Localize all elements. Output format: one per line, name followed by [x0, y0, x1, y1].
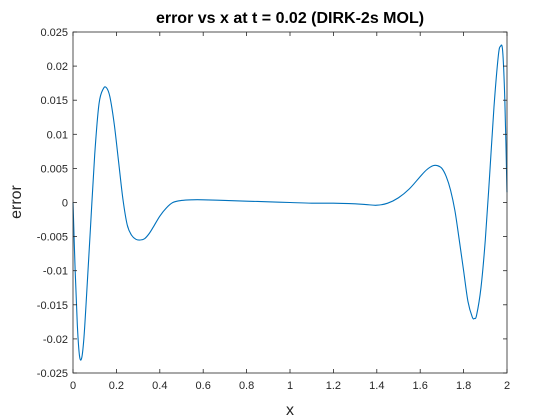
y-tick-label: 0.02 [47, 61, 68, 73]
x-tick-label: 1.2 [326, 380, 341, 392]
y-tick-label: -0.005 [37, 232, 68, 244]
x-tick-label: 1 [287, 380, 293, 392]
y-tick-label: -0.025 [37, 368, 68, 380]
x-tick-label: 1.8 [456, 380, 471, 392]
y-tick-label: 0 [62, 198, 68, 210]
y-tick-label: 0.01 [47, 129, 68, 141]
x-tick-label: 1.6 [413, 380, 428, 392]
y-tick-label: -0.015 [37, 300, 68, 312]
y-tick-label: -0.02 [43, 334, 68, 346]
y-tick-label: 0.025 [40, 27, 68, 39]
x-ticks: 0 0.2 0.4 0.6 0.8 1 1.2 1.4 1.6 1.8 2 [70, 32, 510, 392]
x-tick-label: 0 [70, 380, 76, 392]
x-tick-label: 0.8 [239, 380, 254, 392]
x-tick-label: 0.4 [152, 380, 167, 392]
x-tick-label: 2 [504, 380, 510, 392]
x-tick-label: 0.6 [196, 380, 211, 392]
x-axis-label: x [286, 402, 294, 419]
y-tick-label: 0.005 [40, 163, 68, 175]
x-tick-label: 0.2 [109, 380, 124, 392]
y-tick-label: -0.01 [43, 266, 68, 278]
series-group [72, 44, 508, 361]
chart-title: error vs x at t = 0.02 (DIRK-2s MOL) [156, 10, 424, 27]
y-tick-label: 0.015 [40, 95, 68, 107]
x-tick-label: 1.4 [369, 380, 384, 392]
y-axis-label: error [8, 184, 25, 218]
y-ticks: -0.025 -0.02 -0.015 -0.01 -0.005 0 0.005 0.01 0.… [37, 27, 507, 380]
series-line [72, 44, 508, 361]
